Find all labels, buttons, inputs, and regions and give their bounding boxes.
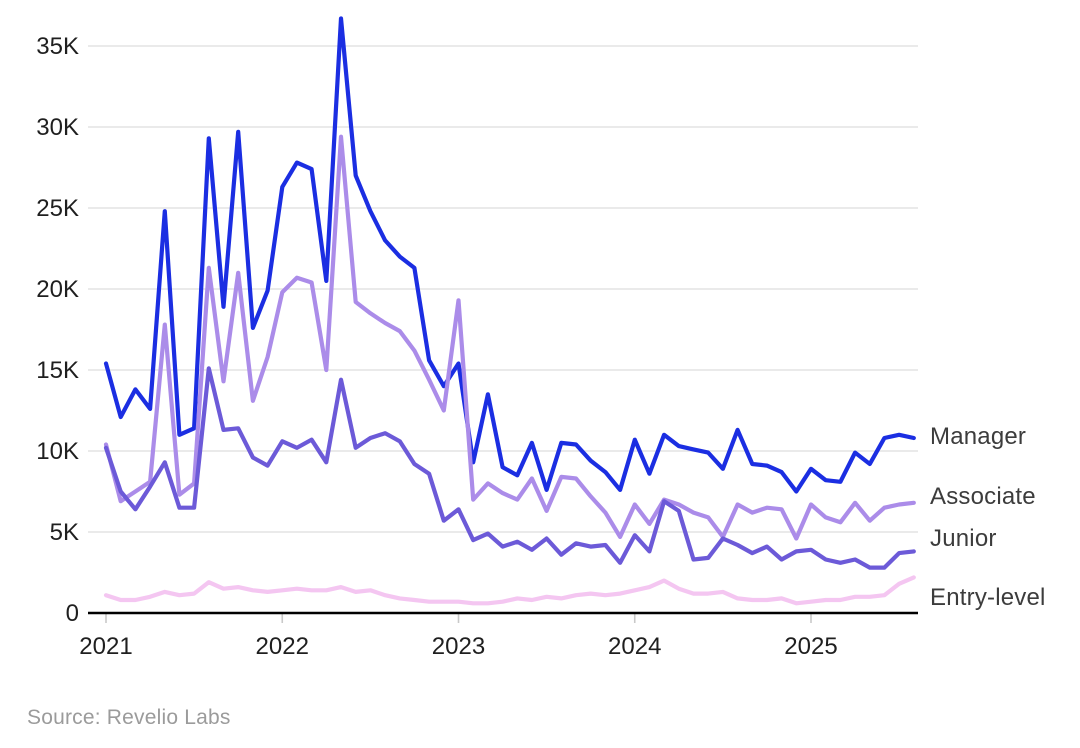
y-tick-label-15K: 15K: [36, 357, 79, 384]
x-tick-label-2022: 2022: [256, 633, 309, 660]
y-tick-label-25K: 25K: [36, 195, 79, 222]
x-tick-label-2024: 2024: [608, 633, 661, 660]
y-tick-label-0: 0: [66, 600, 79, 627]
x-tick-label-2025: 2025: [784, 633, 837, 660]
source-credit: Source: Revelio Labs: [27, 706, 231, 729]
x-tick-label-2023: 2023: [432, 633, 485, 660]
y-tick-label-10K: 10K: [36, 438, 79, 465]
series-line-associate: [103, 134, 916, 541]
y-tick-label-5K: 5K: [50, 519, 79, 546]
x-tick-label-2021: 2021: [79, 633, 132, 660]
y-tick-label-35K: 35K: [36, 33, 79, 60]
y-tick-label-20K: 20K: [36, 276, 79, 303]
series-line-manager: [103, 16, 916, 494]
y-tick-label-30K: 30K: [36, 114, 79, 141]
series-line-entry-level: [103, 575, 916, 606]
series-line-junior: [103, 366, 916, 570]
